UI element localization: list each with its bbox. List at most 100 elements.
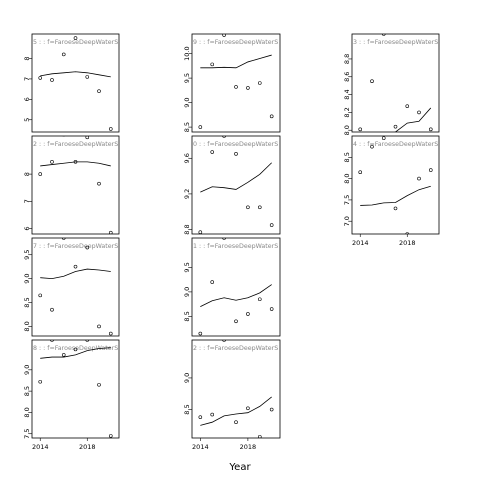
panel-content [198,34,274,129]
panel-frame [31,339,120,439]
y-tick-label: 9.6 [183,153,191,163]
y-tick-label: 8.0 [23,321,31,331]
y-tick-label: 7 [23,77,31,81]
data-point [234,152,238,156]
y-tick-label: 9.0 [23,273,31,283]
y-tick-label: 7.0 [343,216,351,226]
panel-content [358,34,433,132]
y-tick-label: 5 [23,118,31,122]
facet-panel: 2 : : f=FaroeseDeepWaterS 6 7 8 [23,135,120,235]
y-tick-label: 9.0 [23,365,31,375]
data-point [246,86,250,90]
panel-strip-label: 3 : : f=FaroeseDeepWaterS [353,39,438,46]
data-point [210,412,215,417]
facet-panel: 7 : : f=FaroeseDeepWaterS 8.0 8.5 9.0 9.5 [23,237,120,337]
y-tick-label: 8.5 [183,311,191,321]
panel-content [198,238,274,336]
panel-content [198,340,274,438]
data-point [73,347,78,352]
trend-line [200,396,272,426]
data-point [108,127,113,131]
data-point [381,136,386,140]
data-point [234,85,238,89]
data-point [97,324,101,329]
data-point [222,34,226,37]
panel-frame [351,135,440,235]
data-point [257,434,262,438]
trend-line [360,185,431,206]
y-tick-label: 7.5 [343,195,351,205]
panel-frame [191,339,281,439]
data-point [198,230,203,234]
data-point [370,79,374,84]
facet-panel: 2 : : f=FaroeseDeepWaterS 8.5 9.0 2014 2018 [183,339,281,451]
x-tick-label: 2018 [399,239,416,247]
data-point [108,230,113,234]
y-tick-label: 9.2 [183,189,191,199]
y-tick-label: 8.0 [23,407,31,417]
y-tick-label: 9.0 [183,97,191,107]
facet-panel: 4 : : f=FaroeseDeepWaterS 7.0 7.5 8.0 8.5 201… [343,135,440,247]
data-point [405,232,410,234]
y-tick-label: 9.5 [183,73,191,83]
data-point [210,62,215,67]
trend-line [40,71,111,78]
data-point [62,136,65,137]
data-point [38,293,43,298]
data-point [234,319,238,324]
x-axis-title: Year [228,462,251,473]
y-tick-label: 8.4 [343,89,351,99]
data-point [73,160,78,164]
panel-strip-label: 4 : : f=FaroeseDeepWaterS [353,141,438,148]
data-point [73,36,78,40]
panel-strip-label: 8 : : f=FaroeseDeepWaterS [33,345,118,352]
data-point [61,238,66,240]
x-tick-label: 2014 [192,443,209,451]
data-point [97,382,101,387]
data-point [381,34,386,36]
y-tick-label: 8.0 [343,173,351,183]
data-point [257,297,262,302]
trend-line [40,161,111,167]
data-point [38,379,43,384]
y-tick-label: 9.0 [183,287,191,297]
data-point [50,160,54,164]
y-tick-label: 8 [23,172,31,176]
data-point [246,406,250,411]
facet-panel: 8 : : f=FaroeseDeepWaterS 7.5 8.0 8.5 9.0 201… [23,339,120,451]
panel-frame [191,33,281,133]
data-point [222,136,226,138]
data-point [61,353,66,357]
data-point [405,104,410,108]
y-tick-label: 8.2 [343,107,351,117]
y-tick-label: 6 [23,226,31,230]
data-point [210,280,215,284]
data-point [97,181,101,186]
y-tick-label: 8.8 [343,54,351,64]
data-point [97,89,101,93]
x-tick-label: 2018 [79,443,96,451]
x-tick-label: 2018 [240,443,257,451]
data-point [50,307,54,312]
data-point [358,170,363,175]
data-point [257,81,262,85]
y-tick-label: 9.0 [183,373,191,383]
data-point [85,136,90,140]
panel-strip-label: 1 : : f=FaroeseDeepWaterS [193,243,278,250]
panel-frame [351,33,440,133]
y-tick-label: 8.5 [343,152,351,162]
data-point [50,340,54,342]
trend-line [200,162,272,193]
y-tick-label: 8.6 [343,72,351,82]
facet-panel: 3 : : f=FaroeseDeepWaterS 8.0 8.2 8.4 8.6 8.8 [343,33,440,135]
data-point [246,205,250,210]
data-point [85,245,90,250]
trend-line [40,347,111,359]
y-tick-label: 8.5 [183,122,191,132]
y-tick-label: 8.8 [183,224,191,234]
panel-frame [191,237,281,337]
data-point [417,176,421,181]
trend-line [200,284,272,307]
y-tick-label: 8.5 [23,297,31,307]
